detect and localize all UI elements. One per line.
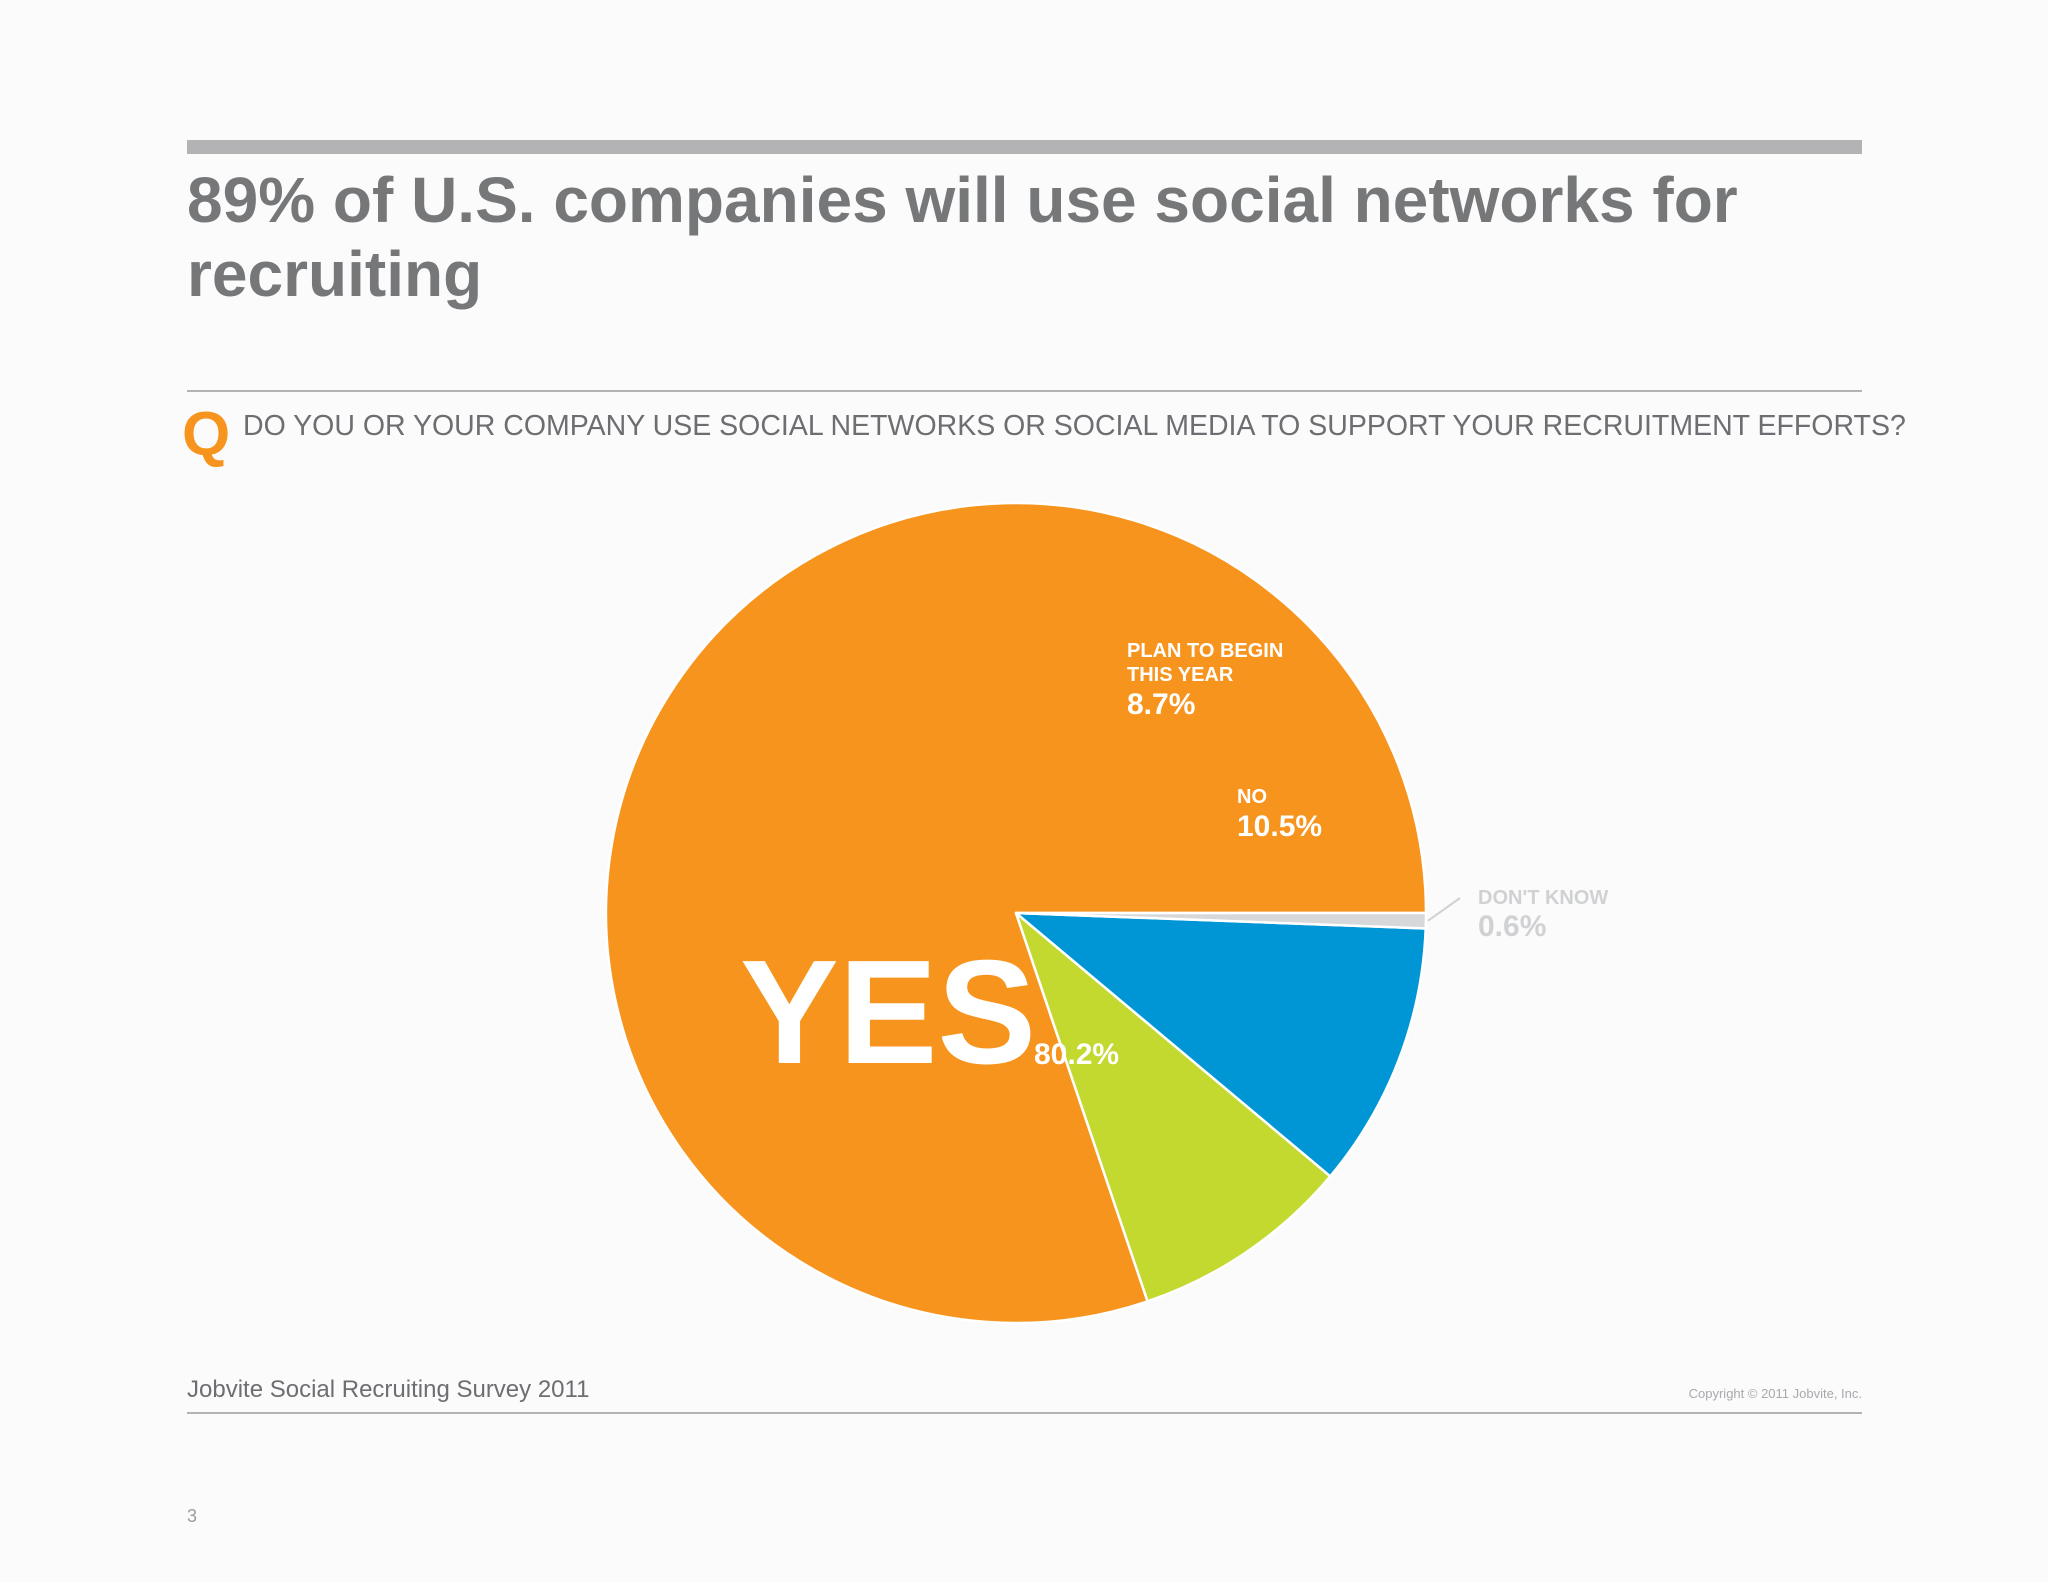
slice-value-no: 10.5% <box>1237 810 1322 843</box>
slice-label-no: NO <box>1237 786 1267 808</box>
slice-label-plan-line-1: PLAN TO BEGIN <box>1127 640 1283 662</box>
slice-value-plan: 8.7% <box>1127 688 1195 721</box>
copyright-notice: Copyright © 2011 Jobvite, Inc. <box>1688 1386 1862 1401</box>
pie-slice-no <box>1014 911 1427 1178</box>
pie-slice-don-t-know <box>1014 911 1428 930</box>
slice-value-dont-know: 0.6% <box>1478 910 1546 943</box>
slice-label-dont-know: DON'T KNOW <box>1478 887 1608 909</box>
survey-source: Jobvite Social Recruiting Survey 2011 <box>187 1376 590 1403</box>
slice-label-plan-line-2: THIS YEAR <box>1127 664 1234 686</box>
question-text: DO YOU OR YOUR COMPANY USE SOCIAL NETWOR… <box>243 410 1906 442</box>
page-title: 89% of U.S. companies will use social ne… <box>187 164 1738 310</box>
page-number: 3 <box>187 1506 198 1526</box>
header-bar <box>187 140 1862 154</box>
slice-value-yes: 80.2% <box>1034 1038 1119 1071</box>
pie-slice-plan-to-begin-this-year <box>1014 911 1332 1303</box>
pie-slice-yes <box>604 501 1428 1325</box>
slice-label-yes: YES <box>740 930 1036 1095</box>
leader-line-dont-know <box>1427 897 1461 922</box>
footer-divider <box>187 1412 1862 1414</box>
question-marker: Q <box>182 400 231 469</box>
question-divider <box>187 390 1862 392</box>
